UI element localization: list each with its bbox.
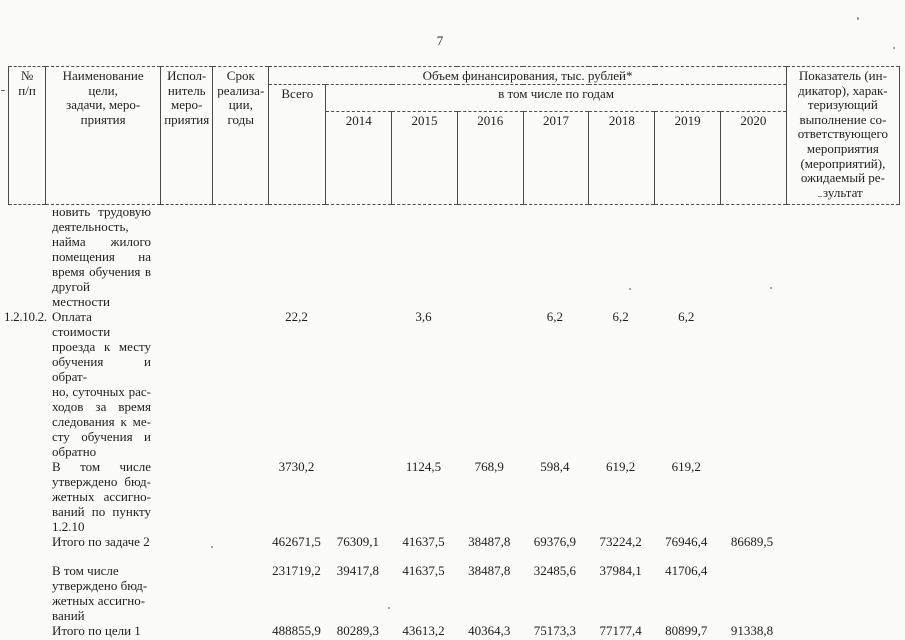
value-2014: 39417,8 — [336, 563, 379, 578]
scan-speck — [818, 196, 822, 197]
scan-speck — [893, 47, 895, 49]
value-2016: 38487,8 — [468, 563, 511, 578]
financing-table-header: № п/п Наименование цели, задачи, меро- п… — [7, 66, 901, 205]
value-2020: 91338,8 — [730, 623, 774, 638]
value-2015: 43613,2 — [402, 623, 445, 638]
value-2016: 768,9 — [474, 459, 504, 474]
value-2014: 80289,3 — [336, 623, 379, 638]
header-year-2016: 2016 — [456, 110, 524, 205]
header-col-executor: Испол- нитель меро- приятия — [160, 66, 214, 205]
header-col-num: № п/п — [7, 66, 47, 205]
table-row-total-task2: Итого по задаче 2 462671,5 76309,1 41637… — [8, 534, 900, 549]
header-year-2019: 2019 — [654, 110, 721, 205]
value-2016: 38487,8 — [468, 534, 511, 549]
header-col-name: Наименование цели, задачи, меро- приятия — [45, 66, 162, 205]
value-2014: 76309,1 — [336, 534, 379, 549]
scan-speck — [770, 287, 772, 289]
value-2018: 6,2 — [612, 309, 629, 324]
row-number: 1.2.10.2. — [4, 309, 47, 324]
value-2017: 32485,6 — [533, 563, 577, 578]
value-2017: 75173,3 — [533, 623, 577, 638]
value-2019: 76946,4 — [665, 534, 708, 549]
measure-text: В том числе утверждено бюд- жетных ассиг… — [52, 459, 151, 534]
measure-text: Оплата стоимости проезда к месту обучени… — [52, 309, 151, 459]
measure-text: новить трудовую деятельность, найма жило… — [52, 204, 151, 309]
value-total: 462671,5 — [272, 534, 321, 549]
header-by-years: в том числе по годам — [325, 83, 787, 112]
table-row-approved-summary: В том числе утверждено бюд- жетных ассиг… — [8, 563, 900, 623]
value-2018: 619,2 — [605, 459, 636, 474]
header-year-2018: 2018 — [588, 110, 656, 205]
header-year-2017: 2017 — [522, 110, 590, 205]
value-2019: 6,2 — [678, 309, 695, 324]
row-label: Итого по задаче 2 — [52, 534, 150, 549]
header-year-2020: 2020 — [719, 110, 787, 205]
value-2017: 69376,9 — [533, 534, 577, 549]
scan-speck — [211, 546, 213, 548]
value-2018: 37984,1 — [599, 563, 642, 578]
scan-speck — [388, 607, 390, 609]
value-2015: 3,6 — [415, 309, 432, 324]
value-total: 22,2 — [285, 309, 308, 324]
header-year-2014: 2014 — [325, 110, 393, 205]
value-2015: 1124,5 — [405, 459, 442, 474]
table-row-1-2-10-2: 1.2.10.2. Оплата стоимости проезда к мес… — [4, 309, 900, 459]
value-total: 3730,2 — [278, 459, 315, 474]
value-2018: 73224,2 — [599, 534, 642, 549]
page-number: 7 — [436, 33, 444, 48]
scan-speck — [1, 90, 5, 91]
scan-speck — [629, 288, 631, 290]
value-2017: 598,4 — [540, 459, 570, 474]
value-total: 231719,2 — [272, 563, 321, 578]
value-2019: 80899,7 — [665, 623, 708, 638]
header-col-term: Срок реализа- ции, годы — [212, 66, 270, 205]
value-2019: 619,2 — [671, 459, 701, 474]
header-year-2015: 2015 — [391, 110, 458, 205]
value-total: 488855,9 — [272, 623, 321, 638]
measure-text: В том числе утверждено бюд- жетных ассиг… — [52, 563, 148, 623]
value-2017: 6,2 — [546, 309, 564, 324]
value-2016: 40364,3 — [468, 623, 511, 638]
header-col-indicator: Показатель (ин- дикатор), харак- теризую… — [785, 66, 901, 205]
table-row-total-goal1: Итого по цели 1 488855,9 80289,3 43613,2… — [8, 623, 900, 638]
table-row-continuation: новить трудовую деятельность, найма жило… — [8, 204, 900, 309]
value-2018: 77177,4 — [599, 623, 642, 638]
value-2019: 41706,4 — [665, 563, 708, 578]
header-col-total: Всего — [268, 83, 327, 205]
table-row-approved-1-2-10: В том числе утверждено бюд- жетных ассиг… — [8, 459, 900, 534]
value-2015: 41637,5 — [402, 563, 445, 578]
scan-speck — [857, 17, 859, 20]
value-2020: 86689,5 — [730, 534, 774, 549]
row-label: Итого по цели 1 — [52, 623, 141, 638]
value-2015: 41637,5 — [402, 534, 445, 549]
header-financing-title: Объем финансирования, тыс. рублей* — [268, 66, 787, 85]
table-body: новить трудовую деятельность, найма жило… — [4, 204, 900, 638]
